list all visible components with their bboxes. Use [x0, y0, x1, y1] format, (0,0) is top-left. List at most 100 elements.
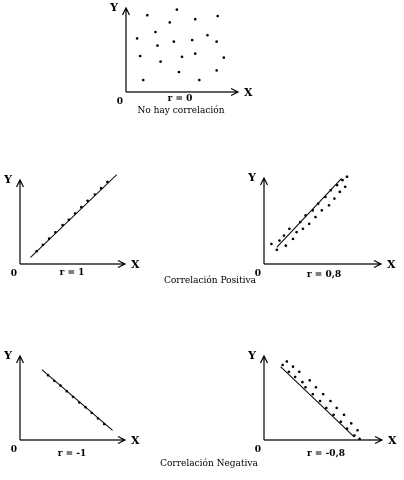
trend-line	[276, 178, 342, 248]
data-point	[291, 237, 295, 241]
data-point	[138, 54, 142, 58]
trend-line	[280, 366, 355, 438]
chart-positive-08: Y X 0 r = 0,8	[247, 171, 396, 280]
data-point	[193, 17, 197, 21]
data-point	[146, 13, 149, 17]
data-point	[99, 186, 103, 190]
data-point	[285, 360, 289, 363]
data-point	[67, 218, 71, 221]
data-point	[339, 420, 343, 423]
data-point	[324, 195, 327, 199]
x-axis-label: X	[131, 434, 140, 447]
y-axis-label: Y	[247, 171, 256, 184]
data-point	[93, 193, 97, 196]
x-axis-label: X	[388, 434, 397, 447]
data-point	[156, 44, 159, 47]
data-point	[102, 422, 106, 426]
y-axis-label: Y	[3, 349, 12, 362]
x-axis-arrow-icon	[373, 259, 383, 269]
data-point	[301, 227, 305, 231]
data-point	[304, 385, 307, 389]
data-point	[301, 380, 304, 384]
data-point	[135, 37, 139, 40]
r-value-label: r = 1	[60, 268, 85, 278]
data-point	[96, 417, 100, 420]
data-point	[141, 78, 145, 82]
data-point	[154, 30, 157, 34]
trend-line	[41, 369, 113, 431]
data-point	[327, 203, 331, 207]
data-point	[314, 385, 318, 389]
data-point	[84, 405, 87, 409]
chart-perfect-positive: Y X 0 r = 1 Correlación Positiva	[3, 173, 257, 286]
data-point	[206, 33, 209, 37]
origin-label: 0	[255, 445, 261, 455]
data-point	[106, 180, 109, 184]
chart-caption: Correlación Negativa	[160, 458, 258, 469]
data-point	[295, 230, 298, 234]
data-point	[345, 175, 349, 179]
data-point	[53, 379, 56, 383]
data-point	[215, 40, 218, 43]
data-point	[278, 239, 281, 242]
r-value-label: r = -0,8	[307, 449, 345, 459]
origin-label: 0	[11, 445, 17, 455]
data-point	[304, 214, 307, 217]
y-axis-arrow-icon	[15, 178, 25, 188]
data-point	[86, 199, 89, 203]
data-point	[270, 242, 273, 246]
data-point	[159, 60, 162, 63]
data-point	[73, 212, 77, 215]
x-axis-arrow-icon	[374, 435, 384, 445]
data-point	[222, 56, 226, 59]
r-value-label: r = 0,8	[307, 270, 341, 280]
x-axis-label: X	[131, 258, 140, 271]
data-point	[168, 21, 172, 24]
y-axis-arrow-icon	[15, 354, 25, 364]
data-point	[358, 437, 361, 441]
data-point	[329, 188, 333, 192]
r-value-label: r = -1	[58, 449, 87, 459]
data-point	[335, 183, 339, 187]
data-point	[198, 78, 201, 82]
chart-caption: No hay correlación	[137, 105, 224, 116]
data-point	[345, 427, 349, 430]
data-point	[275, 248, 279, 252]
data-point	[321, 392, 325, 396]
data-point	[282, 234, 286, 237]
data-point	[287, 370, 291, 374]
data-point	[308, 379, 311, 382]
data-point	[77, 401, 81, 404]
data-point	[216, 14, 219, 18]
data-point	[343, 185, 347, 189]
origin-label: 0	[255, 269, 261, 279]
chart-no-correlation: Y X 0 r = 0No hay correlación	[109, 1, 253, 116]
data-point	[311, 392, 315, 396]
data-point	[172, 40, 176, 43]
data-point	[333, 197, 336, 200]
y-axis-label: Y	[3, 173, 12, 186]
data-point	[41, 243, 45, 247]
y-axis-label: Y	[109, 1, 118, 14]
y-axis-arrow-icon	[259, 176, 269, 186]
chart-perfect-negative: Y X 0 r = -1 Correlación Negativa	[3, 349, 258, 469]
x-axis-arrow-icon	[117, 259, 127, 269]
data-point	[341, 178, 344, 182]
x-axis-arrow-icon	[117, 435, 127, 445]
data-point	[314, 215, 317, 219]
data-point	[193, 52, 197, 55]
data-point	[90, 411, 94, 415]
data-point	[61, 223, 64, 227]
data-point	[318, 399, 322, 403]
data-point	[297, 370, 301, 374]
data-point	[293, 375, 297, 379]
y-axis-arrow-icon	[259, 354, 269, 364]
data-point	[35, 249, 38, 253]
data-point	[291, 365, 295, 368]
data-point	[307, 222, 311, 226]
data-point	[320, 209, 324, 212]
data-point	[329, 399, 332, 403]
y-axis-label: Y	[247, 349, 256, 362]
data-point	[190, 38, 194, 42]
